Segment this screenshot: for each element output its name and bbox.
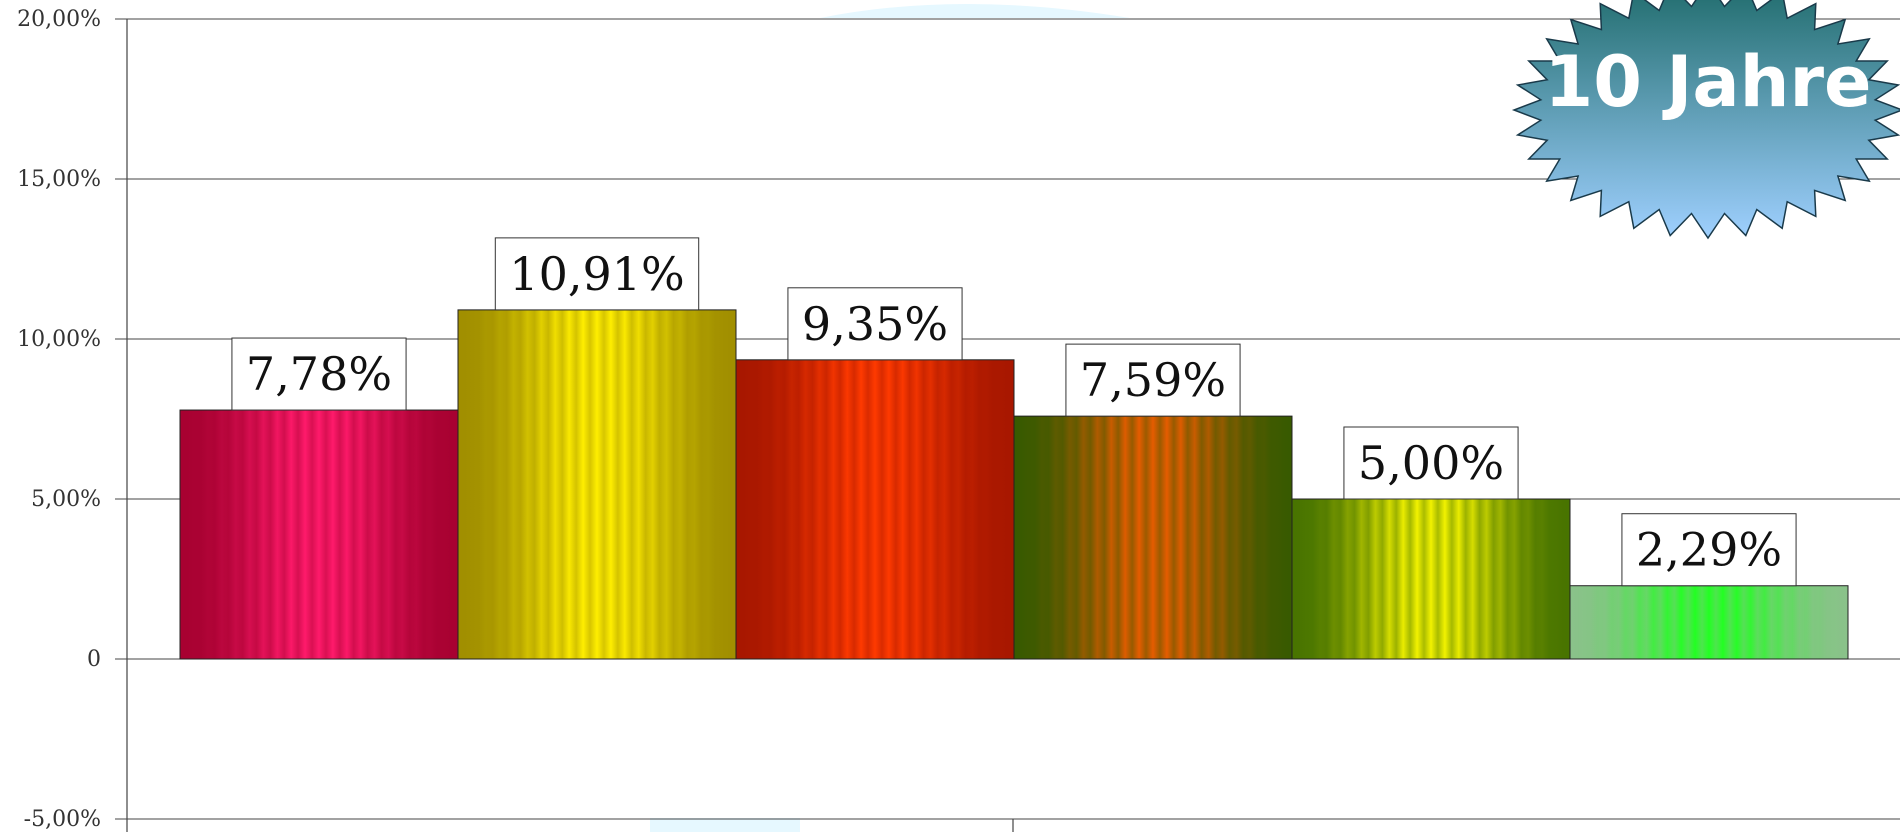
data-label-box [1343, 426, 1519, 500]
badge: 10 Jahre [1511, 0, 1900, 240]
axes [126, 19, 1014, 832]
data-label-box [1065, 343, 1241, 417]
y-tick-label: 15,00% [17, 167, 101, 192]
data-labels: 7,78% 10,91% 9,35% 7,59% 5,00% 2,29% [231, 237, 1797, 587]
data-label: 10,91% [509, 247, 684, 301]
y-tick-label: 0 [87, 647, 101, 672]
bar [735, 359, 1015, 660]
data-label-box [494, 237, 700, 311]
y-tick-label: 20,00% [17, 7, 101, 32]
bar [179, 409, 459, 660]
data-label-box [787, 287, 963, 361]
data-label: 2,29% [1636, 523, 1782, 577]
y-tick-label: 5,00% [31, 487, 101, 512]
bar [1013, 415, 1293, 660]
background-watermark [650, 4, 1130, 832]
badge-starburst [1511, 0, 1900, 240]
bar [1569, 585, 1849, 660]
bar [1291, 498, 1571, 660]
badge-text: 10 Jahre [1545, 41, 1872, 123]
y-tick-label: -5,00% [24, 807, 101, 832]
data-label: 7,78% [246, 347, 392, 401]
bar [457, 309, 737, 660]
bars [179, 309, 1849, 660]
data-label: 5,00% [1358, 436, 1504, 490]
y-tick-labels: -5,00% 0 5,00% 10,00% 15,00% 20,00% [17, 7, 101, 832]
y-tick-label: 10,00% [17, 327, 101, 352]
data-label-box [231, 337, 407, 411]
data-label-box [1621, 513, 1797, 587]
data-label: 9,35% [802, 297, 948, 351]
data-label: 7,59% [1080, 353, 1226, 407]
